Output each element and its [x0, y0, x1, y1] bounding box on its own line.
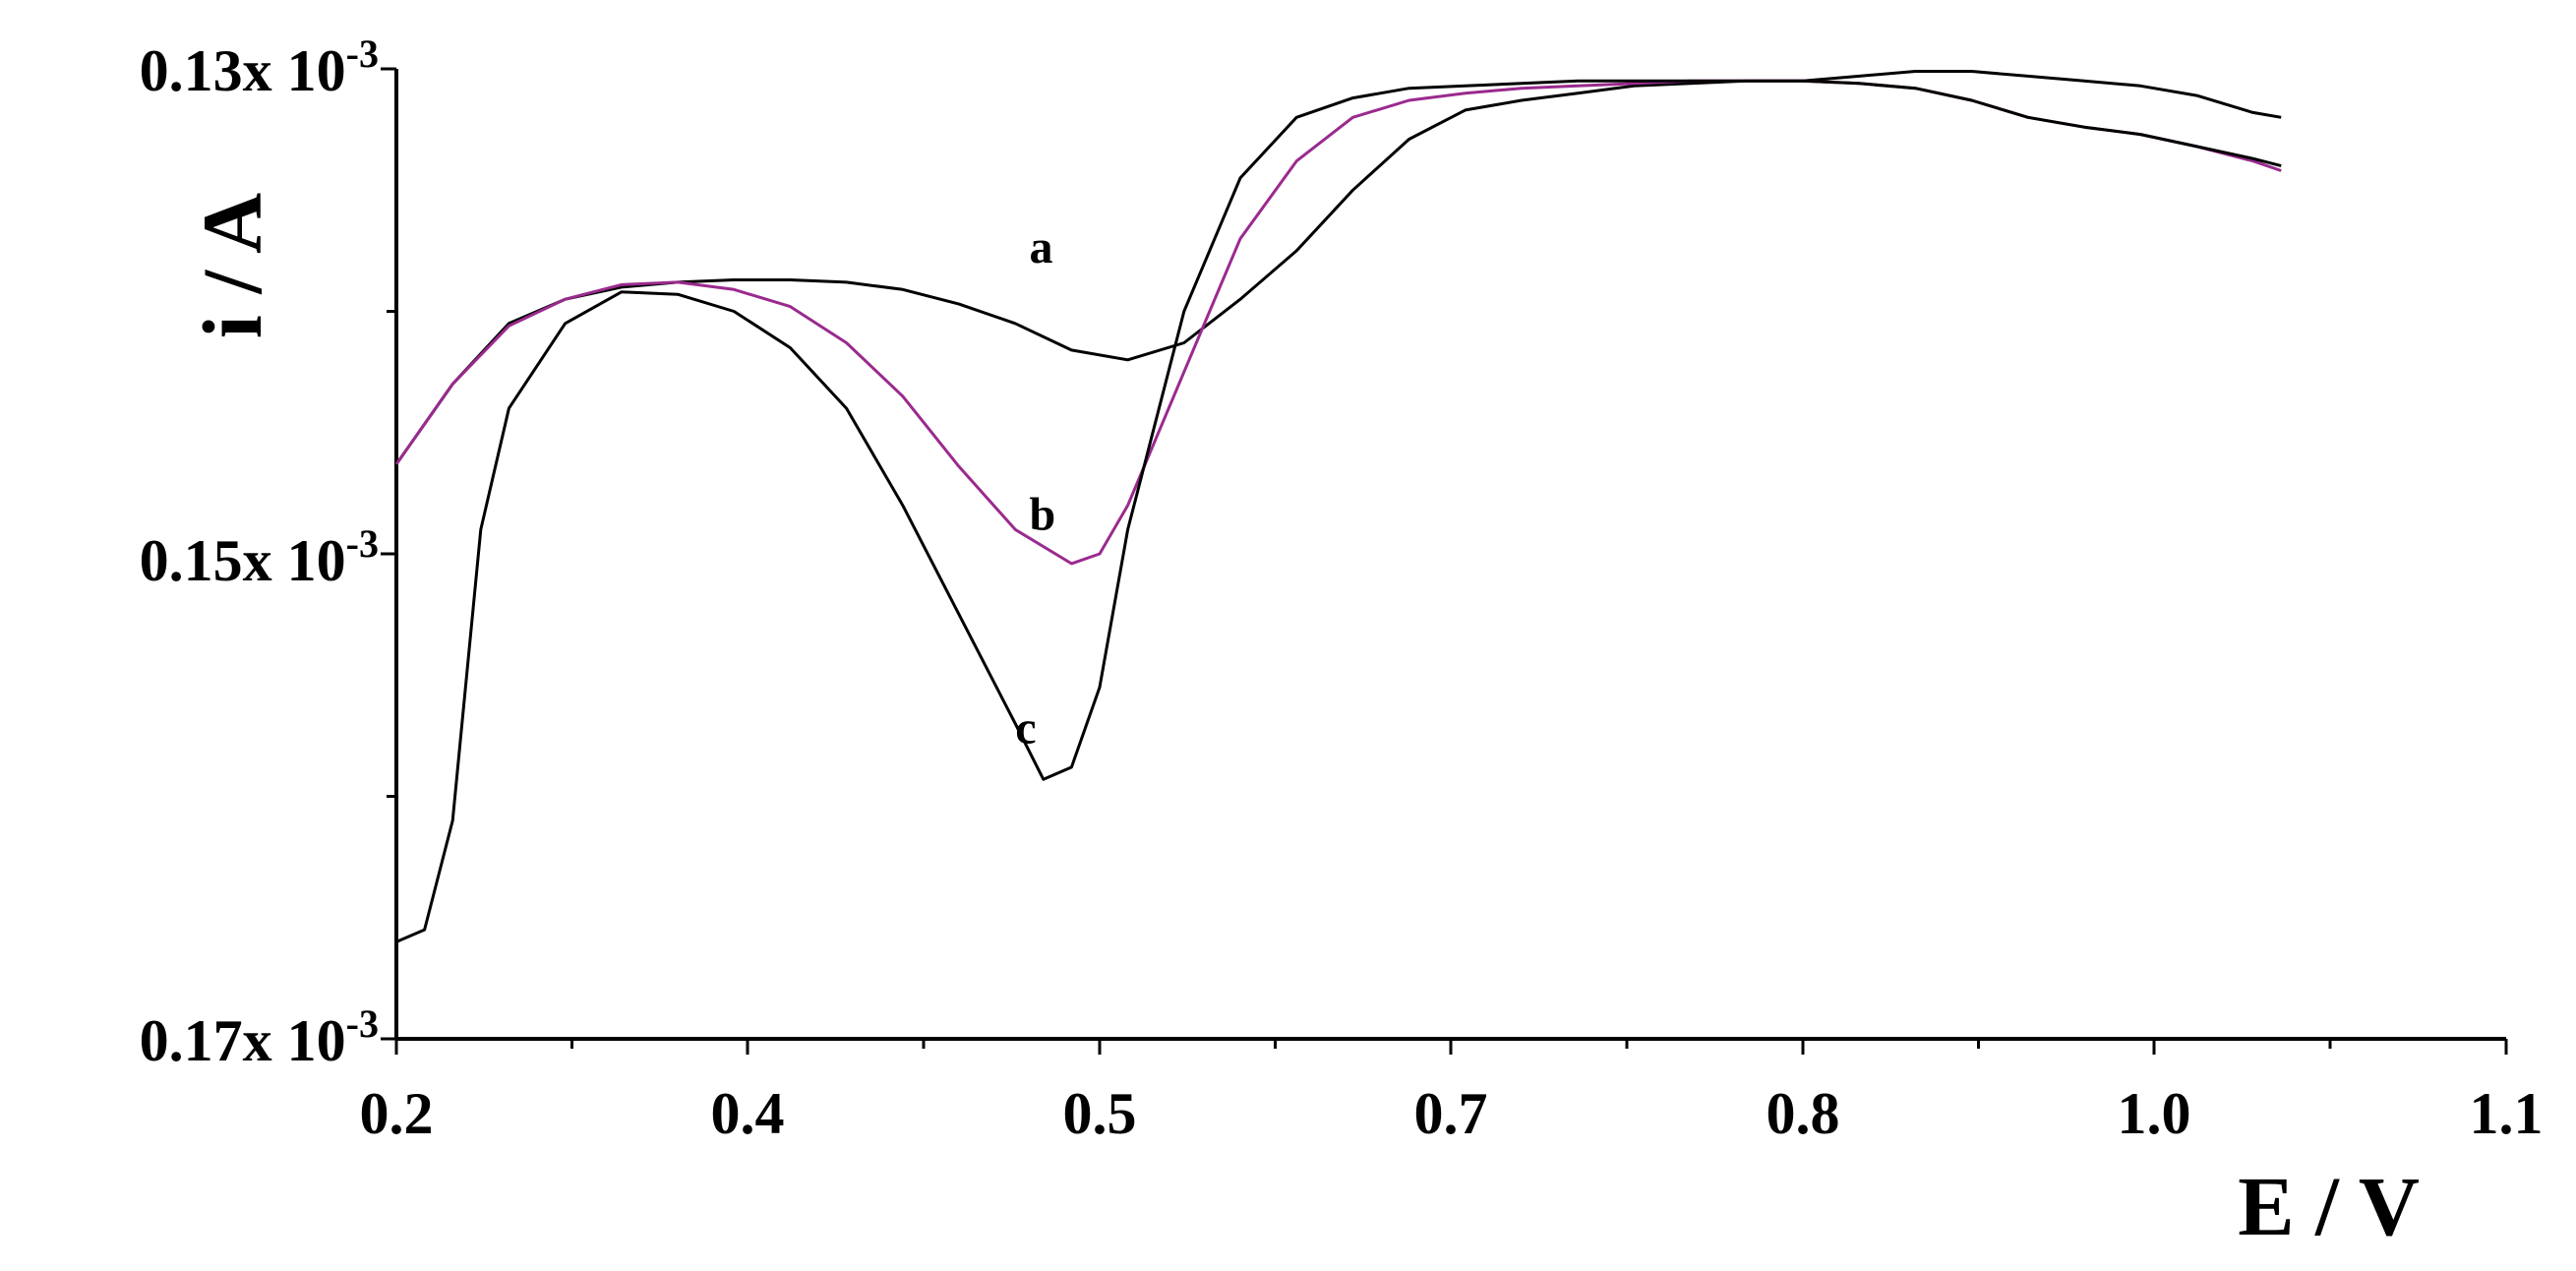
series-line-b	[394, 79, 2282, 566]
y-tick-label: 0.13x 10-3	[140, 31, 379, 103]
x-tick-label: 1.1	[2470, 1081, 2544, 1146]
series-line-c	[395, 79, 2282, 943]
y-axis-title: i / A	[185, 193, 279, 338]
y-tick-label: 0.15x 10-3	[140, 521, 379, 593]
x-tick-label: 0.4	[711, 1081, 785, 1146]
curve-label-b: b	[1030, 488, 1056, 540]
y-tick-label: 0.17x 10-3	[140, 1001, 379, 1073]
series-line-a	[394, 70, 2282, 465]
curve-label-c: c	[1015, 701, 1036, 754]
x-tick-label: 1.0	[2118, 1081, 2191, 1146]
x-tick-label: 0.8	[1767, 1081, 1840, 1146]
series-layer	[394, 70, 2282, 943]
x-tick-label: 0.2	[360, 1081, 434, 1146]
curve-labels: a b c	[1015, 221, 1055, 754]
x-tick-label: 0.5	[1063, 1081, 1137, 1146]
axis-ticks	[381, 67, 2508, 1055]
x-tick-label: 0.7	[1414, 1081, 1488, 1146]
x-axis-title: E / V	[2238, 1159, 2420, 1253]
curve-label-a: a	[1030, 221, 1053, 273]
